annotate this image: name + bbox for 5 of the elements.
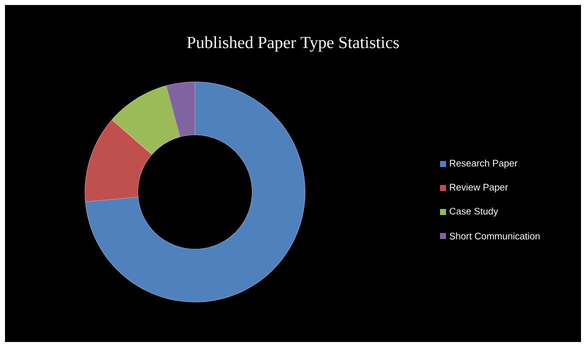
legend-label: Case Study — [450, 208, 498, 216]
legend-label: Research Paper — [450, 160, 518, 168]
legend-label: Review Paper — [450, 184, 508, 192]
chart-title: Published Paper Type Statistics — [187, 36, 399, 52]
legend-label: Short Communication — [450, 232, 540, 240]
